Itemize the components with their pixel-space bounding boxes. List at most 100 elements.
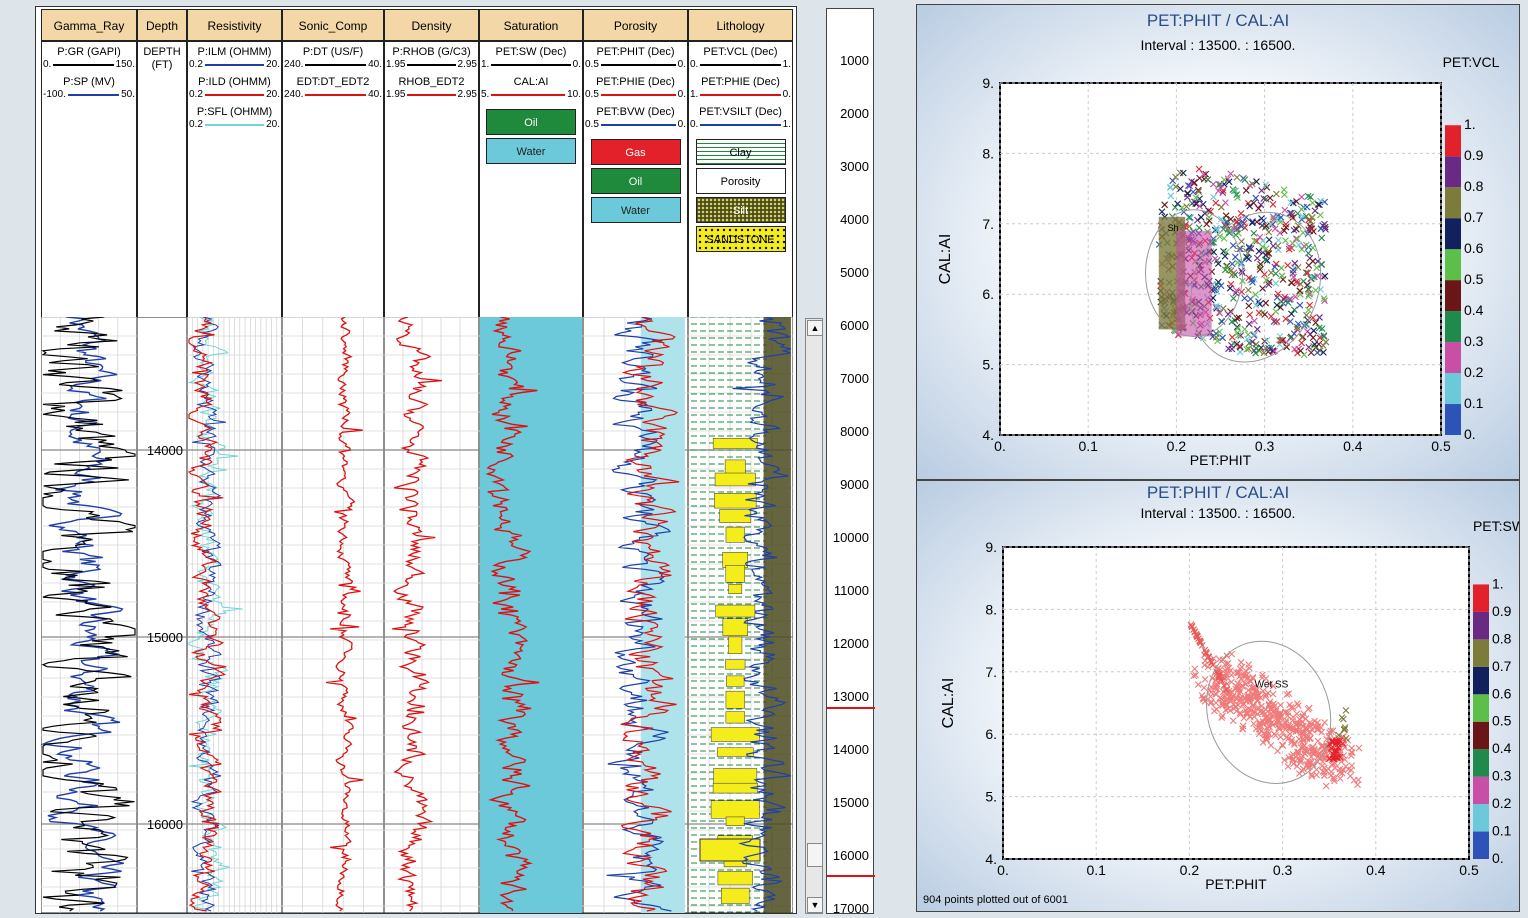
scatter-point (1233, 323, 1241, 331)
depth-overview-ruler[interactable]: 1000 2000 3000 4000 5000 6000 7000 8000 9000 1000… (826, 8, 875, 916)
scatter-point (1227, 170, 1235, 178)
scatter-point (1318, 234, 1326, 242)
scatter-point (1320, 348, 1327, 356)
vertical-scrollbar[interactable]: ▲ ▼ (805, 318, 823, 914)
legend-gas: Gas (590, 139, 681, 165)
scatter-point (1302, 241, 1310, 249)
scatter-point (1210, 655, 1217, 662)
scatter-point (1227, 215, 1235, 223)
scatter-point (1203, 650, 1210, 657)
ruler-tick: 2000 (840, 106, 869, 121)
scale-line (407, 93, 456, 96)
scatter-point (1280, 295, 1288, 303)
x-tick-label: 0.2 (1167, 438, 1187, 454)
track-header-density[interactable]: Density (384, 9, 479, 41)
scatter-point (1291, 259, 1299, 267)
scroll-up-arrow-icon[interactable]: ▲ (807, 320, 823, 336)
scatter-point (1321, 719, 1329, 726)
colorbar-segment (1445, 187, 1461, 219)
colorbar-tick: 0.7 (1464, 209, 1484, 225)
track-header-sonic_comp[interactable]: Sonic_Comp (282, 9, 384, 41)
scatter-point (1230, 294, 1237, 302)
scatter-point (1263, 724, 1271, 732)
scatter-point (1287, 209, 1295, 217)
track-header-saturation[interactable]: Saturation (479, 9, 583, 41)
scatter-point (1316, 201, 1323, 209)
scatter-point (1204, 663, 1212, 671)
colorbar-segment (1473, 721, 1489, 750)
scatter-point (1217, 215, 1225, 223)
curve-label: PET:PHIT (Dec) (596, 46, 675, 58)
scale-min: 0.5 (585, 89, 599, 100)
scroll-thumb[interactable] (807, 843, 823, 867)
scatter-point (1228, 696, 1235, 704)
scatter-point (1271, 263, 1279, 271)
scroll-down-arrow-icon[interactable]: ▼ (807, 897, 823, 913)
colorbar-tick: 0.9 (1464, 147, 1484, 163)
colorbar-segment (1473, 584, 1489, 612)
y-tick-label: 8. (985, 601, 997, 617)
scale-max: 50. (121, 89, 135, 100)
scatter-point (1284, 762, 1292, 770)
scale-line (600, 123, 676, 126)
scatter-point (1321, 220, 1328, 228)
scatter-point (1236, 348, 1244, 356)
scatter-point (1251, 693, 1259, 700)
curve-scale: 1.95 2.95 (385, 89, 478, 100)
scatter-point (1232, 702, 1240, 710)
track-header-lithology[interactable]: Lithology (688, 9, 793, 41)
scatter-point (1290, 330, 1298, 338)
colorbar-tick: 0.2 (1492, 795, 1512, 811)
track-header-porosity[interactable]: Porosity (583, 9, 688, 41)
scatter-point (1333, 737, 1341, 745)
x-axis-label: PET:PHIT (1190, 452, 1252, 468)
log-curve (187, 317, 227, 912)
scatter-point (1316, 334, 1324, 342)
sandstone-bed (713, 768, 758, 786)
scatter-point (1250, 720, 1258, 728)
scatter-point (1219, 712, 1226, 720)
track-header-gamma_ray[interactable]: Gamma_Ray (41, 9, 137, 41)
scale-min: 1.95 (386, 89, 406, 100)
scatter-point (1293, 700, 1301, 708)
scatter-point (1275, 236, 1282, 244)
log-curve (606, 317, 672, 912)
track-header-resistivity[interactable]: Resistivity (187, 9, 282, 41)
scatter-point (1197, 213, 1205, 221)
y-tick-label: 8. (982, 145, 994, 161)
wet-sand-ellipse (1206, 640, 1332, 784)
scatter-point (1238, 238, 1245, 245)
scatter-point (1255, 730, 1263, 738)
scatter-point (1302, 212, 1310, 220)
colorbar-tick: 0.1 (1464, 395, 1484, 411)
scatter-point (1236, 711, 1244, 718)
scatter-point (1308, 772, 1316, 780)
scatter-point (1257, 260, 1264, 268)
crossplot-sw-chart[interactable]: 0. 0.1 0.2 0.3 0.4 0.5 4. 5. 6. 7. 8. 9. PET:PHIT CAL… (917, 481, 1519, 911)
scatter-point (1249, 338, 1256, 346)
scatter-point (1277, 337, 1285, 344)
scatter-point (1266, 680, 1274, 688)
scatter-point (1260, 195, 1268, 202)
scatter-point (1269, 690, 1277, 698)
colorbar-tick: 0. (1492, 850, 1504, 866)
x-tick-label: 0. (997, 862, 1009, 878)
curve-scale: 0.5 0. (584, 119, 687, 130)
scatter-point (1262, 675, 1270, 682)
scale-min: 240. (284, 59, 304, 70)
scale-max: 20. (266, 59, 280, 70)
scatter-point (1262, 299, 1270, 307)
scatter-point (1346, 772, 1354, 780)
scatter-point (1265, 236, 1273, 244)
scale-line (53, 63, 114, 66)
scatter-point (1189, 188, 1197, 196)
scale-min: 1.95 (386, 59, 406, 70)
scale-line (491, 93, 566, 96)
scatter-point (1303, 724, 1310, 732)
curve-scale: 0. 1. (689, 59, 792, 70)
scatter-point (1277, 264, 1285, 272)
track-header-depth[interactable]: Depth (137, 9, 187, 41)
crossplot-vcl-chart[interactable]: 0. 0.1 0.2 0.3 0.4 0.5 4. 5. 6. 7. 8. 9. PET:PHIT CAL… (917, 5, 1519, 479)
colorbar-tick: 0.2 (1464, 364, 1484, 380)
scatter-point (1202, 170, 1210, 178)
